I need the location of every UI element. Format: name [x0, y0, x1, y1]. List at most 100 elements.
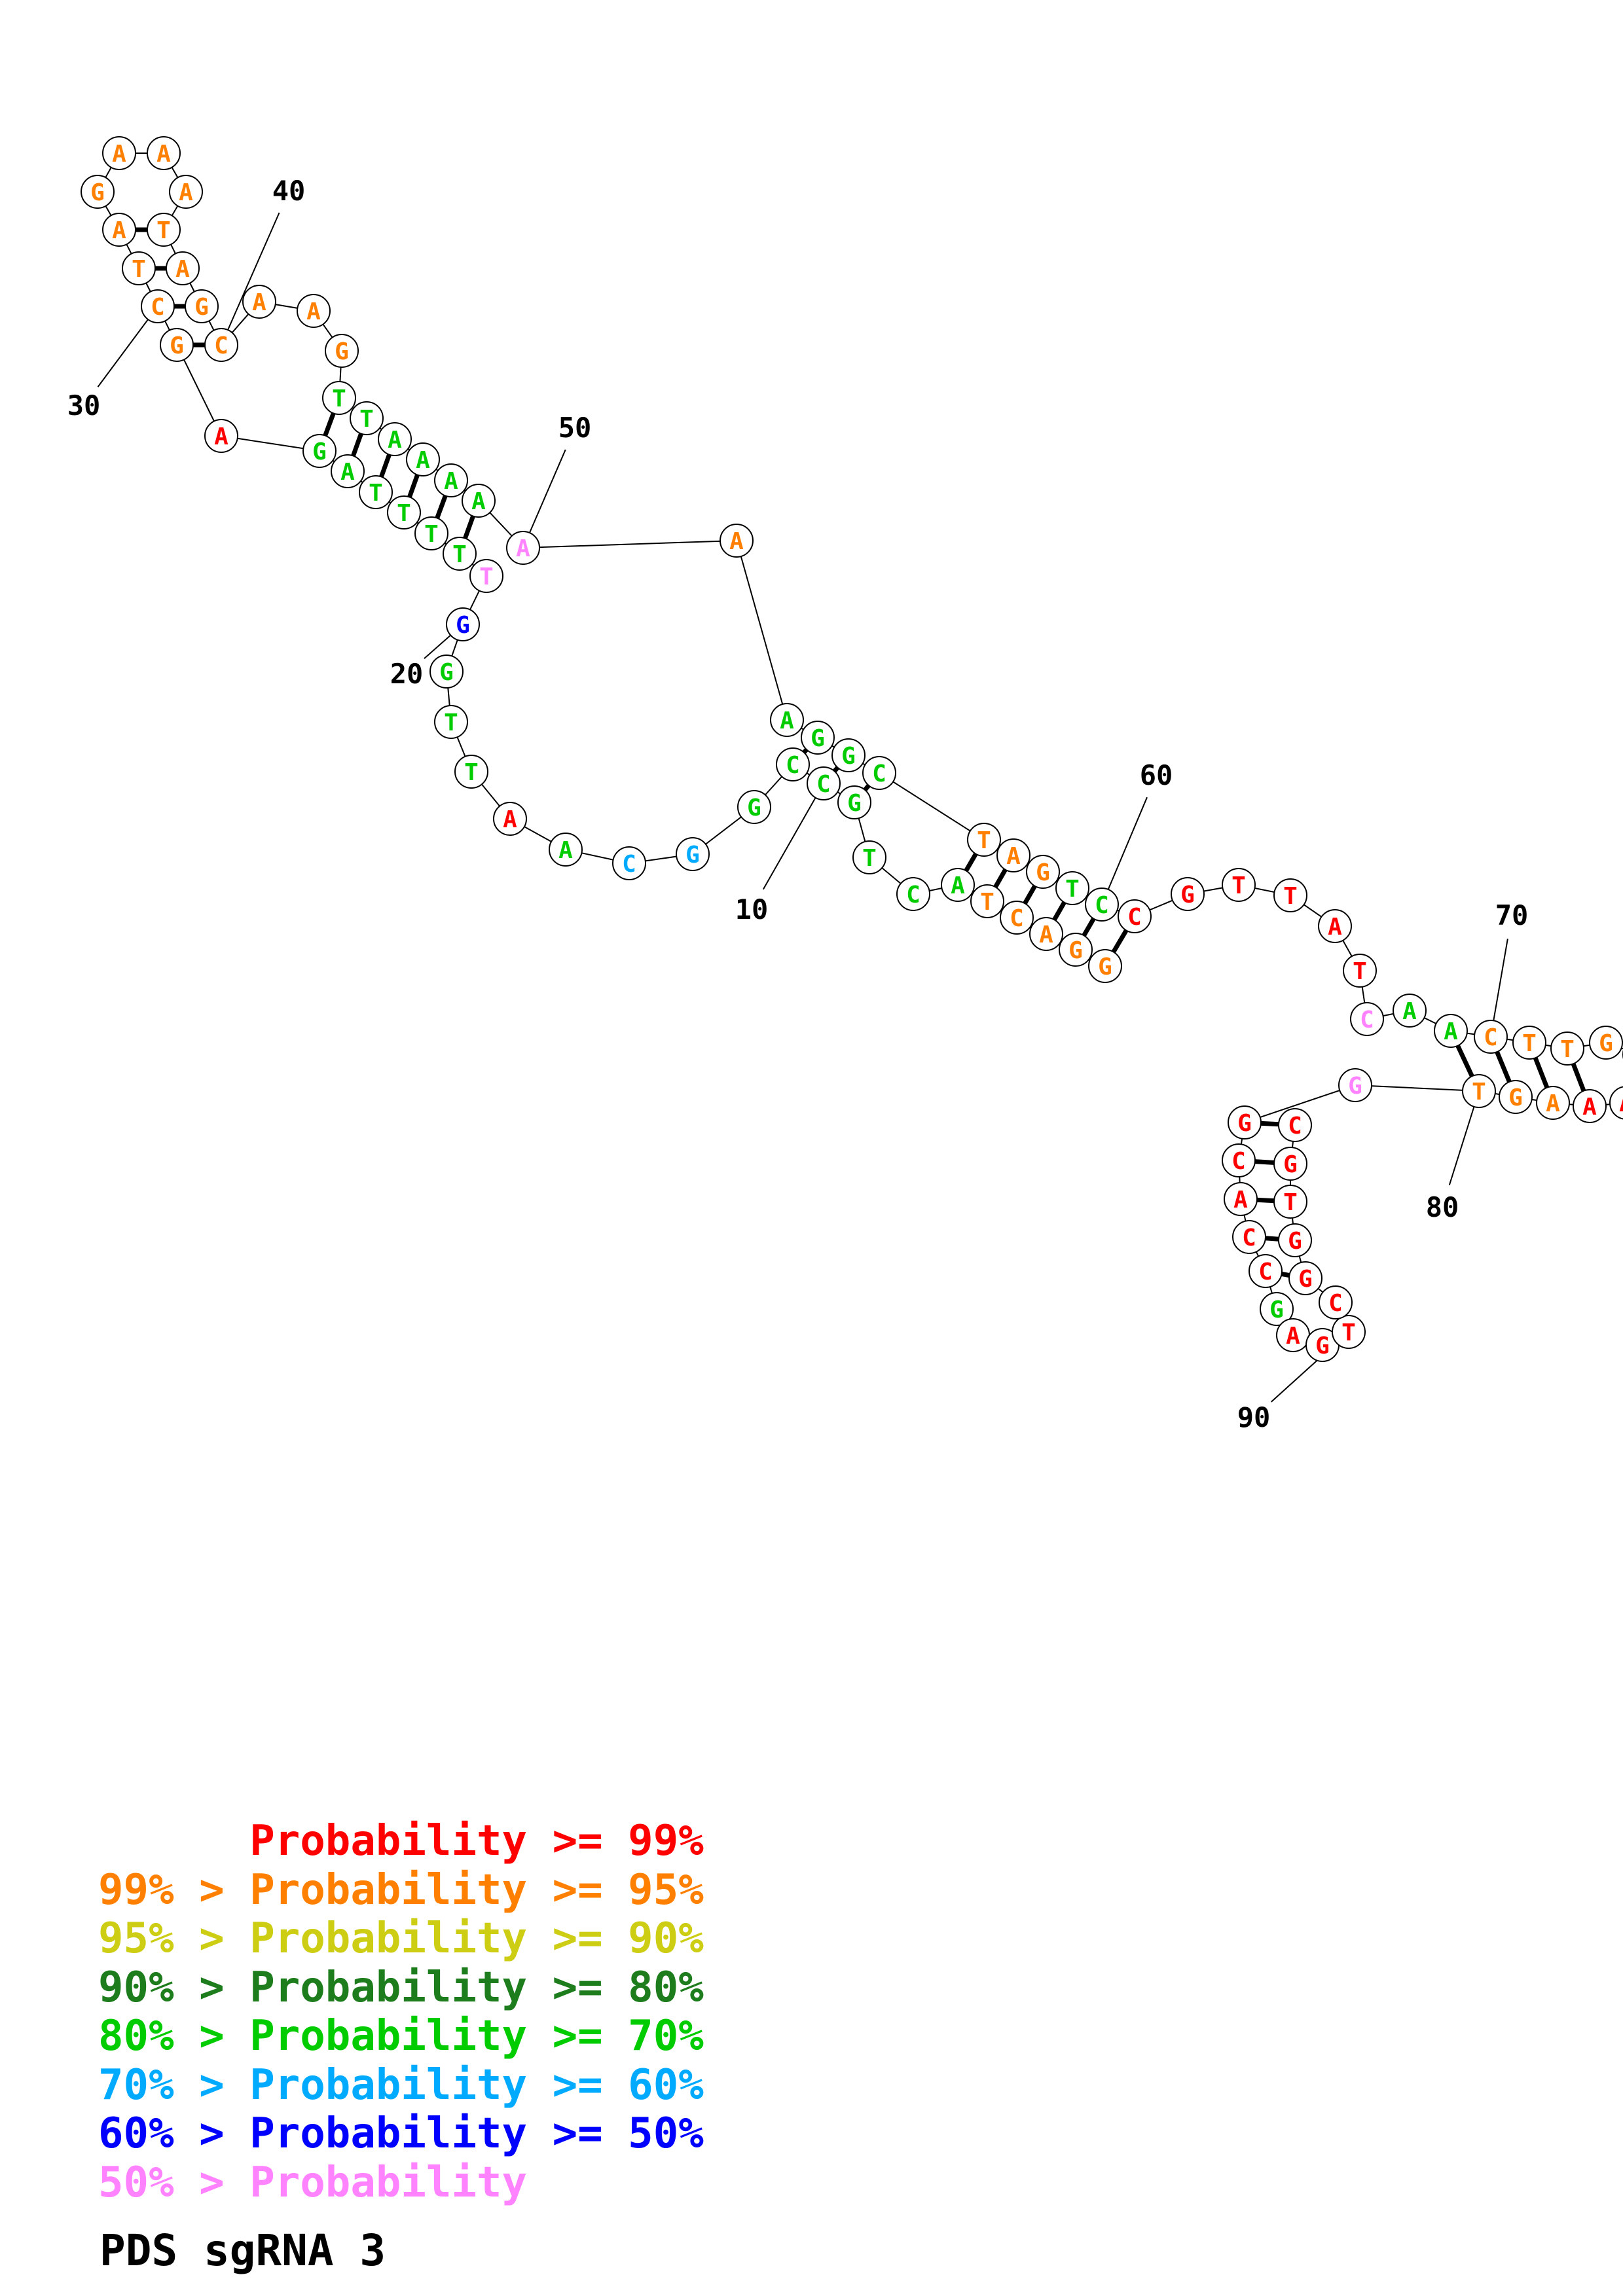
nucleotide-letter: A — [1006, 843, 1021, 870]
nucleotide: G — [1499, 1080, 1533, 1114]
nucleotide: A — [434, 463, 468, 497]
nucleotide-circle — [1288, 1261, 1322, 1295]
nucleotide-circle — [1550, 1031, 1584, 1066]
nucleotide-circle — [1573, 1089, 1607, 1123]
nucleotide-letter: A — [503, 806, 517, 833]
nucleotide: G — [831, 738, 866, 772]
nucleotide-circle — [737, 790, 771, 824]
nucleotide: A — [297, 294, 331, 328]
nucleotide-letter: G — [1288, 1228, 1302, 1255]
nucleotide-circle — [160, 328, 194, 362]
nucleotide-letter: G — [312, 439, 327, 465]
nucleotide-circle — [1434, 1014, 1468, 1048]
nucleotide-letter: A — [175, 256, 190, 283]
nucleotide-letter: G — [847, 790, 862, 817]
nucleotide-circle — [612, 846, 646, 880]
nucleotide-circle — [169, 175, 203, 209]
nucleotide-letter: A — [1402, 998, 1417, 1025]
nucleotide-letter: A — [1286, 1323, 1300, 1350]
nucleotide-circle — [1273, 878, 1307, 912]
nucleotide-circle — [378, 422, 412, 456]
nucleotide: G — [1278, 1223, 1312, 1257]
nucleotide-letter: T — [332, 386, 346, 412]
nucleotide: A — [493, 802, 527, 836]
nucleotide-letter: T — [464, 759, 479, 786]
nucleotide-letter: A — [112, 217, 126, 244]
position-label: 90 — [1237, 1401, 1271, 1433]
nucleotide-letter: C — [1484, 1024, 1498, 1051]
nucleotide-circle — [443, 537, 477, 571]
nucleotide-circle — [1055, 871, 1089, 905]
nucleotide: T — [414, 516, 448, 550]
nucleotide: A — [1276, 1318, 1310, 1352]
position-label: 60 — [1140, 759, 1173, 791]
nucleotide: A — [996, 838, 1030, 872]
nucleotide-letter: T — [1231, 872, 1246, 899]
nucleotide-letter: C — [1258, 1259, 1273, 1285]
position-label: 40 — [272, 175, 306, 207]
nucleotide: C — [896, 877, 930, 911]
nucleotide: A — [166, 251, 200, 285]
nucleotide: G — [429, 655, 464, 689]
nucleotide-letter: G — [1298, 1266, 1313, 1293]
nucleotide-letter: G — [194, 294, 209, 321]
nucleotide: G — [801, 721, 835, 755]
nucleotide-circle — [967, 823, 1001, 857]
nucleotide: T — [1273, 878, 1307, 912]
nucleotide-letter: A — [156, 141, 171, 168]
nucleotide: G — [1260, 1292, 1294, 1326]
nucleotide-letter: A — [1546, 1090, 1560, 1117]
nucleotide: T — [469, 559, 503, 593]
nucleotide-circle — [434, 463, 468, 497]
nucleotide-letter: T — [1472, 1079, 1486, 1105]
nucleotide: T — [1222, 868, 1256, 902]
nucleotide-circle — [1319, 1285, 1353, 1319]
nucleotide: G — [1338, 1068, 1372, 1102]
legend-row-below-50: 50% > Probability — [98, 2158, 528, 2207]
nucleotide-letter: T — [862, 845, 877, 872]
nucleotide: T — [147, 213, 181, 247]
nucleotide-circle — [896, 877, 930, 911]
nucleotide: C — [1474, 1020, 1508, 1054]
position-label: 80 — [1426, 1191, 1459, 1223]
nucleotide-letter: T — [132, 256, 146, 283]
nucleotide-letter: T — [980, 889, 994, 916]
nucleotide-letter: G — [1283, 1151, 1298, 1178]
nucleotide: C — [1319, 1285, 1353, 1319]
nucleotide: C — [141, 289, 175, 323]
nucleotide: G — [1228, 1105, 1262, 1139]
nucleotide-circle — [102, 213, 136, 247]
nucleotide-letter: G — [1269, 1297, 1284, 1323]
nucleotide-letter: G — [1599, 1030, 1613, 1057]
nucleotide-circle — [1249, 1254, 1283, 1288]
nucleotide-letter: A — [471, 488, 486, 515]
legend-row-99: Probability >= 99% — [98, 1817, 704, 1865]
nucleotide-circle — [297, 294, 331, 328]
nucleotide-letter: G — [439, 659, 454, 686]
nucleotide-letter: C — [1127, 904, 1142, 931]
nucleotide-letter: C — [1010, 905, 1024, 932]
nucleotide-letter: G — [1508, 1085, 1523, 1111]
nucleotide-circle — [102, 136, 136, 170]
nucleotide-letter: A — [444, 468, 458, 495]
nucleotide-letter: C — [872, 761, 886, 787]
nucleotide: T — [967, 823, 1001, 857]
nucleotide-circle — [1029, 917, 1063, 951]
nucleotide-letter: G — [685, 842, 700, 869]
position-label: 20 — [390, 658, 424, 690]
nucleotide: G — [160, 328, 194, 362]
nucleotide-circle — [434, 705, 468, 739]
nucleotide: A — [941, 868, 975, 902]
nucleotide-circle — [166, 251, 200, 285]
nucleotide-letter: T — [1341, 1319, 1356, 1346]
nucleotide-circle — [242, 285, 276, 319]
nucleotide: A — [1318, 909, 1352, 943]
nucleotide-letter: G — [1348, 1073, 1362, 1100]
nucleotide-letter: C — [214, 332, 228, 359]
nucleotide-circle — [147, 213, 181, 247]
nucleotide-circle — [1171, 877, 1205, 911]
nucleotide-circle — [1332, 1315, 1366, 1349]
nucleotide: G — [446, 607, 480, 641]
